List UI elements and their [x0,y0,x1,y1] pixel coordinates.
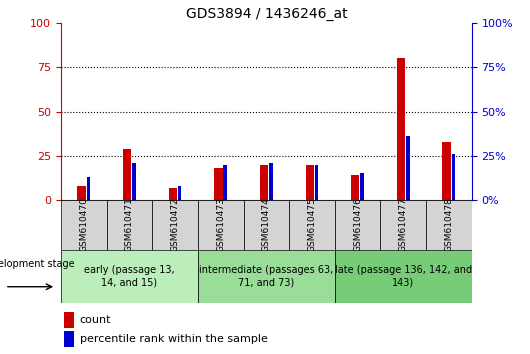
Title: GDS3894 / 1436246_at: GDS3894 / 1436246_at [186,7,347,21]
Text: GSM610475: GSM610475 [307,197,316,252]
Bar [289,200,335,250]
Text: early (passage 13,
14, and 15): early (passage 13, 14, and 15) [84,265,175,287]
Text: GSM610478: GSM610478 [444,197,453,252]
Bar [86,177,90,200]
Bar [61,250,198,303]
Text: development stage: development stage [0,259,75,269]
Bar [107,200,152,250]
Bar [61,200,107,250]
Text: GSM610473: GSM610473 [216,197,225,252]
Bar [406,136,410,200]
Bar [315,165,319,200]
Text: percentile rank within the sample: percentile rank within the sample [80,334,268,344]
Bar [443,142,450,200]
Bar [351,175,359,200]
Text: intermediate (passages 63,
71, and 73): intermediate (passages 63, 71, and 73) [199,265,333,287]
Bar [169,188,177,200]
Bar [360,173,364,200]
Bar [224,165,227,200]
Bar [214,168,223,200]
Bar [426,200,472,250]
Text: count: count [80,315,111,325]
Text: GSM610476: GSM610476 [353,197,362,252]
Bar [335,200,381,250]
Text: late (passage 136, 142, and
143): late (passage 136, 142, and 143) [334,265,472,287]
Bar [452,154,455,200]
Bar [243,200,289,250]
Text: GSM610471: GSM610471 [125,197,134,252]
Bar [64,312,74,329]
Bar [123,149,131,200]
Bar [269,163,273,200]
Text: GSM610474: GSM610474 [262,198,271,252]
Text: GSM610477: GSM610477 [399,197,408,252]
Text: GSM610472: GSM610472 [171,198,180,252]
Bar [397,58,405,200]
Bar [152,200,198,250]
Bar [335,250,472,303]
Bar [260,165,268,200]
Bar [132,163,136,200]
Bar [64,331,74,347]
Bar [178,186,181,200]
Bar [381,200,426,250]
Bar [77,186,86,200]
Bar [306,165,314,200]
Bar [198,250,335,303]
Text: GSM610470: GSM610470 [80,197,89,252]
Bar [198,200,243,250]
